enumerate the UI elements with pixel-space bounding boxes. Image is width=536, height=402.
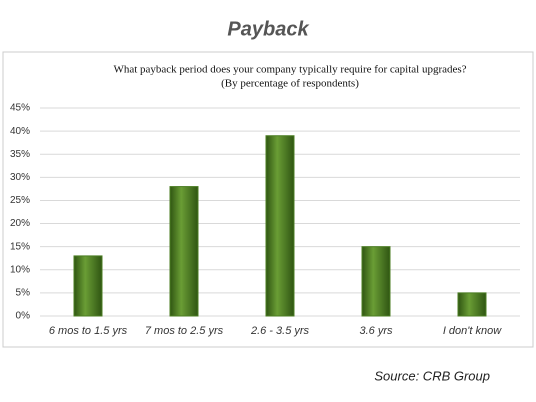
bar (457, 292, 487, 317)
bar (73, 255, 103, 317)
x-tick-label: I don't know (443, 325, 502, 337)
y-tick-label: 0% (16, 311, 31, 322)
x-tick-label: 6 mos to 1.5 yrs (49, 325, 128, 337)
chart-frame (2, 51, 534, 348)
y-tick-label: 35% (10, 149, 30, 160)
subtitle: (By percentage of respondents) (221, 78, 359, 90)
y-tick-label: 10% (10, 264, 30, 275)
chart-title: Payback (227, 18, 309, 40)
y-tick-label: 5% (16, 288, 31, 299)
y-tick-label: 40% (10, 126, 30, 137)
y-tick-label: 20% (10, 218, 30, 229)
y-tick-label: 30% (10, 172, 30, 183)
y-tick-label: 25% (10, 195, 30, 206)
subtitle: What payback period does your company ty… (113, 64, 466, 76)
bar (265, 135, 295, 317)
bar (361, 246, 391, 317)
y-tick-label: 45% (10, 103, 30, 114)
source: Source: CRB Group (374, 368, 490, 383)
x-tick-label: 7 mos to 2.5 yrs (145, 325, 224, 337)
bar (169, 186, 199, 317)
y-tick-label: 15% (10, 241, 30, 252)
x-tick-label: 3.6 yrs (359, 325, 393, 337)
x-tick-label: 2.6 - 3.5 yrs (250, 325, 310, 337)
